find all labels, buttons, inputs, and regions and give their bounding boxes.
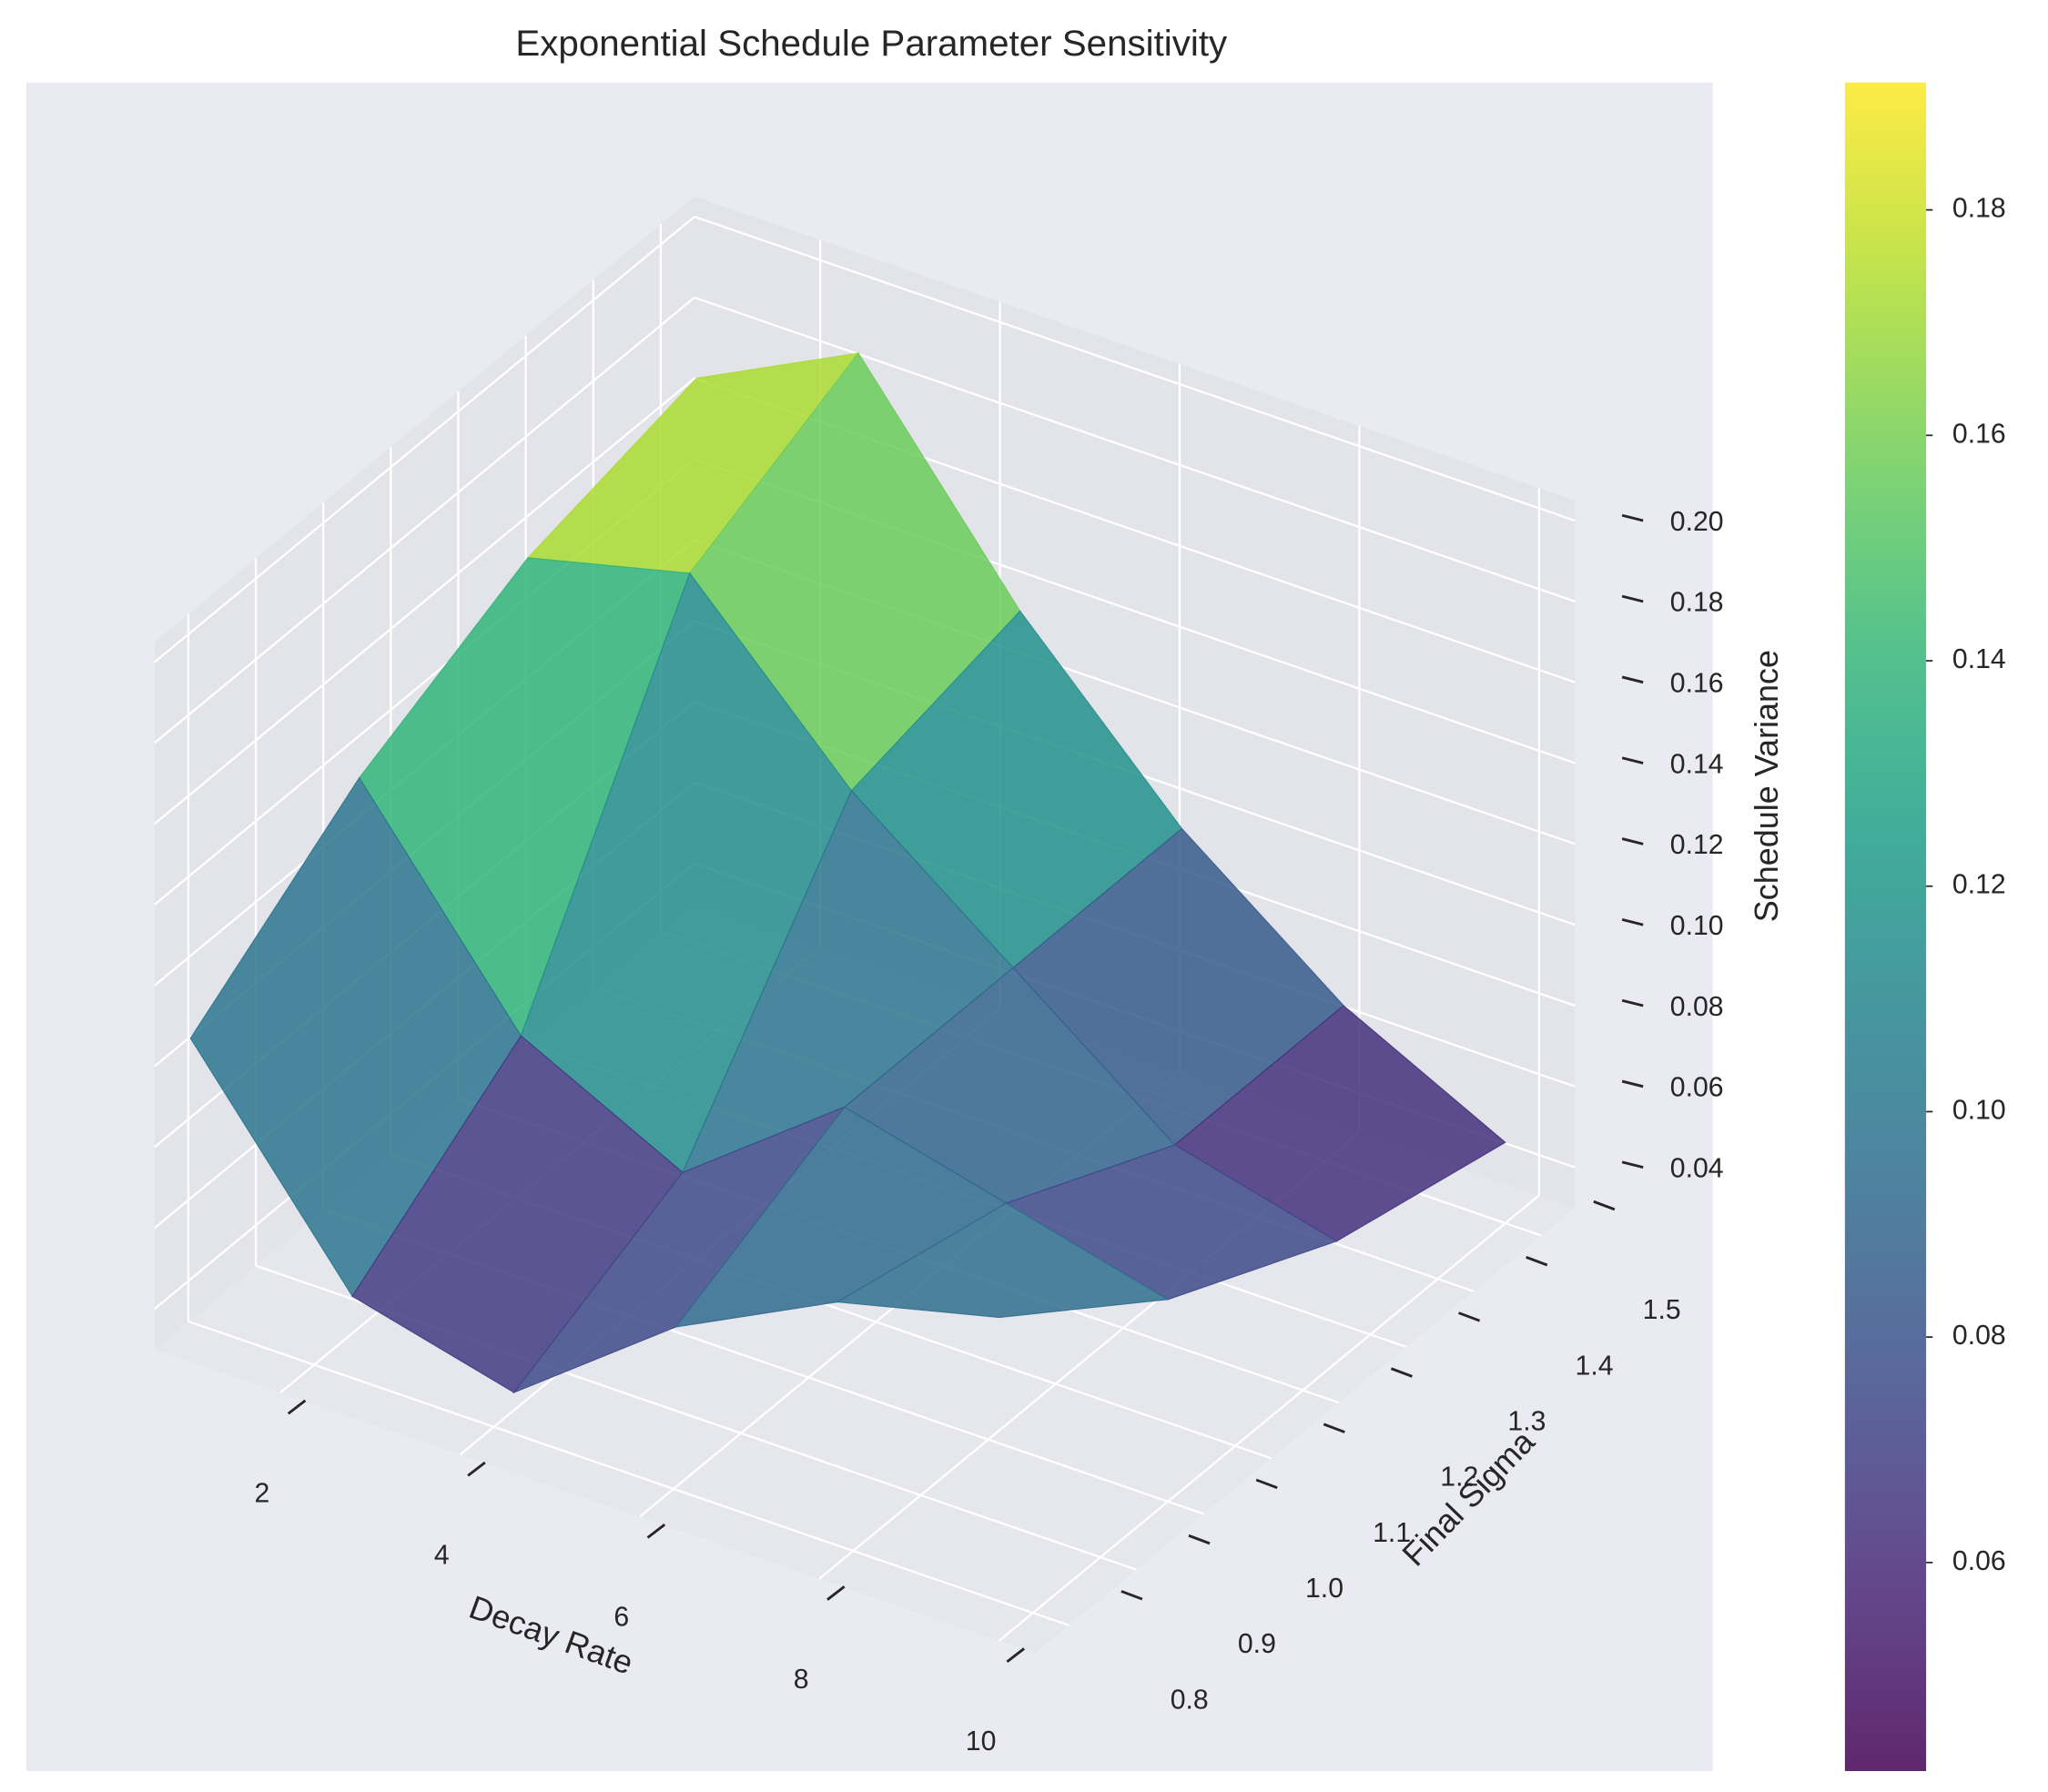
z-tick — [1621, 918, 1644, 926]
grid-line — [999, 1194, 1540, 1642]
y-tick — [1593, 1200, 1616, 1211]
y-tick — [1390, 1367, 1413, 1378]
colorbar-tick-label: 0.08 — [1952, 1321, 2006, 1351]
y-tick-label: 1.5 — [1643, 1295, 1681, 1325]
y-tick-label: 0.8 — [1171, 1685, 1209, 1715]
x-tick-label: 6 — [613, 1603, 629, 1633]
z-tick-label: 0.04 — [1670, 1154, 1724, 1184]
z-tick-label: 0.06 — [1670, 1073, 1724, 1103]
colorbar-tick-label: 0.14 — [1952, 644, 2006, 674]
z-tick-label: 0.10 — [1670, 911, 1724, 941]
x-tick — [826, 1585, 846, 1601]
grid-line — [154, 216, 695, 663]
colorbar-tick-label: 0.10 — [1952, 1095, 2006, 1125]
x-tick-label: 10 — [966, 1726, 997, 1757]
y-tick-label: 1.2 — [1440, 1463, 1478, 1493]
y-tick — [1458, 1311, 1481, 1322]
z-tick-label: 0.18 — [1670, 588, 1724, 618]
x-tick-label: 2 — [255, 1478, 270, 1508]
grid-line — [154, 297, 695, 744]
grid-line — [694, 216, 1576, 522]
z-tick — [1621, 513, 1644, 522]
x-tick — [646, 1524, 666, 1539]
y-tick-label: 1.4 — [1576, 1351, 1614, 1381]
grid-line — [694, 296, 1576, 602]
z-tick-label: 0.08 — [1670, 992, 1724, 1022]
y-tick — [1255, 1478, 1278, 1490]
z-tick-label: 0.16 — [1670, 669, 1724, 699]
surface-patch — [836, 1202, 1170, 1319]
grid-line — [188, 1320, 1070, 1626]
x-tick-label: 4 — [434, 1541, 450, 1571]
z-tick — [1621, 998, 1644, 1007]
x-tick-label: 8 — [794, 1665, 809, 1695]
z-tick — [1621, 1079, 1644, 1088]
y-tick-label: 1.3 — [1507, 1406, 1546, 1436]
y-tick — [1323, 1422, 1345, 1433]
chart-title: Exponential Schedule Parameter Sensitivi… — [515, 23, 1228, 64]
y-tick — [1120, 1590, 1143, 1601]
x-tick — [1006, 1647, 1025, 1663]
z-tick-label: 0.14 — [1670, 749, 1724, 779]
colorbar-tick-label: 0.18 — [1952, 194, 2006, 224]
surface — [189, 352, 1506, 1394]
colorbar: 0.06 0.08 0.10 0.12 0.14 0.16 0.18 — [1844, 82, 2006, 1771]
z-axis-label: Schedule Variance — [1748, 650, 1785, 922]
y-tick — [1526, 1256, 1548, 1267]
z-tick — [1621, 594, 1644, 603]
colorbar-tick-label: 0.16 — [1952, 419, 2006, 449]
z-tick-label: 0.12 — [1670, 830, 1724, 860]
y-tick-label: 1.1 — [1373, 1518, 1411, 1548]
x-tick — [287, 1399, 307, 1415]
x-tick — [467, 1461, 486, 1477]
z-tick — [1621, 837, 1644, 845]
colorbar-tick-label: 0.06 — [1952, 1546, 2006, 1576]
y-tick-label: 0.9 — [1238, 1629, 1276, 1659]
z-tick-label: 0.20 — [1670, 507, 1724, 537]
z-tick — [1621, 1160, 1644, 1169]
axes: 2 4 6 8 10 0.8 0.9 1.0 1.1 1.2 1.3 1.4 1.5 0.04 0.06 0.… — [255, 507, 1724, 1757]
grid-line — [154, 377, 695, 825]
y-tick — [1188, 1534, 1211, 1545]
y-tick-label: 1.0 — [1305, 1574, 1343, 1604]
z-tick — [1621, 756, 1644, 764]
colorbar-tick-label: 0.12 — [1952, 870, 2006, 900]
z-tick — [1621, 675, 1644, 684]
colorbar-gradient — [1844, 82, 1927, 1771]
